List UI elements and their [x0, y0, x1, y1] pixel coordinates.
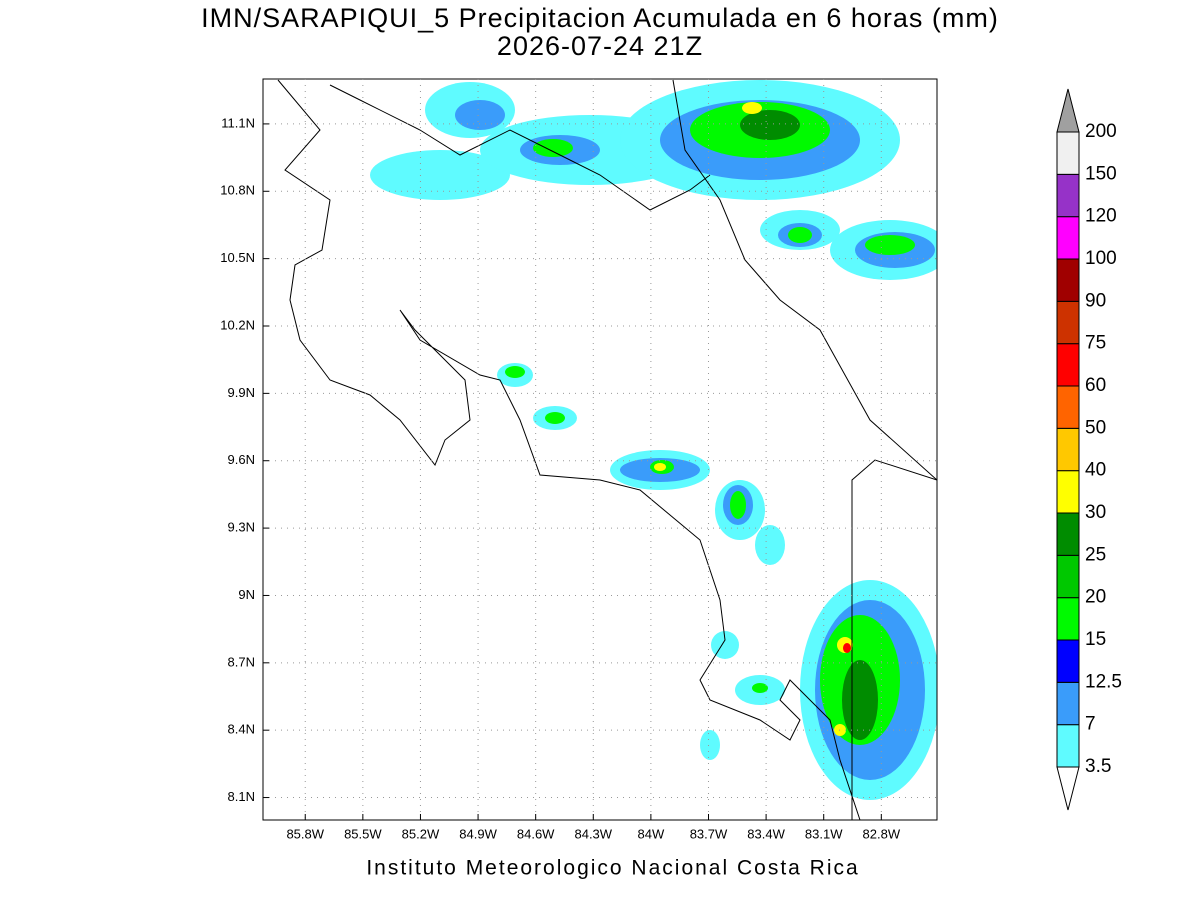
x-tick-label: 85.5W	[344, 826, 382, 841]
colorbar-label: 100	[1085, 248, 1117, 269]
colorbar-label: 75	[1085, 333, 1106, 354]
coastline	[277, 79, 937, 820]
colorbar-under	[1056, 766, 1080, 811]
x-tick-label: 84.3W	[574, 826, 612, 841]
colorbar-box	[1056, 385, 1080, 429]
footer: Instituto Meteorologico Nacional Costa R…	[366, 857, 859, 880]
colorbar-label: 3.5	[1085, 756, 1111, 777]
colorbar-box	[1056, 512, 1080, 556]
colorbar-box	[1056, 343, 1080, 387]
colorbar-box	[1056, 724, 1080, 768]
y-tick-label: 10.5N	[220, 250, 255, 265]
x-tick-label: 84.9W	[459, 826, 497, 841]
colorbar-box	[1056, 470, 1080, 514]
x-tick-label: 83.4W	[747, 826, 785, 841]
colorbar-box	[1056, 681, 1080, 726]
colorbar-box	[1056, 427, 1080, 472]
y-tick-label: 9.6N	[228, 452, 255, 467]
map-subtitle: 2026-07-24 21Z	[497, 31, 703, 61]
colorbar-label: 60	[1085, 375, 1106, 396]
y-tick-label: 9.3N	[228, 520, 255, 535]
y-tick-label: 8.1N	[228, 789, 255, 804]
colorbar-box	[1056, 597, 1080, 641]
map-frame	[262, 78, 938, 821]
x-tick-label: 85.8W	[286, 826, 324, 841]
x-tick-label: 85.2W	[402, 826, 440, 841]
x-tick-label: 83.7W	[690, 826, 728, 841]
colorbar-box	[1056, 216, 1080, 260]
colorbar-box	[1056, 131, 1080, 175]
colorbar-label: 50	[1085, 417, 1106, 438]
x-tick-label: 84W	[638, 826, 665, 841]
colorbar-label: 40	[1085, 460, 1106, 481]
x-tick-label: 84.6W	[517, 826, 555, 841]
colorbar-label: 90	[1085, 290, 1106, 311]
colorbar-label: 150	[1085, 163, 1117, 184]
map-title: IMN/SARAPIQUI_5 Precipitacion Acumulada …	[201, 3, 999, 33]
colorbar-box	[1056, 258, 1080, 302]
colorbar-box	[1056, 173, 1080, 218]
colorbar-box	[1056, 639, 1080, 683]
y-tick-label: 9N	[238, 587, 255, 602]
colorbar-label: 7	[1085, 714, 1096, 735]
y-tick-label: 9.9N	[228, 385, 255, 400]
y-tick-label: 10.2N	[220, 317, 255, 332]
colorbar-label: 20	[1085, 587, 1106, 608]
colorbar-box	[1056, 300, 1080, 345]
colorbar-label: 12.5	[1085, 671, 1122, 692]
x-tick-label: 82.8W	[863, 826, 901, 841]
precip-field	[370, 80, 937, 800]
y-tick-label: 11.1N	[221, 115, 255, 130]
colorbar-label: 15	[1085, 629, 1106, 650]
x-tick-label: 83.1W	[805, 826, 843, 841]
y-tick-label: 8.4N	[228, 722, 255, 737]
colorbar-box	[1056, 554, 1080, 599]
colorbar-label: 200	[1085, 121, 1117, 142]
colorbar-label: 30	[1085, 502, 1106, 523]
y-tick-label: 10.8N	[220, 183, 255, 198]
y-tick-label: 8.7N	[228, 654, 255, 669]
colorbar-label: 25	[1085, 544, 1106, 565]
colorbar-label: 120	[1085, 206, 1117, 227]
colorbar-over	[1056, 88, 1080, 133]
